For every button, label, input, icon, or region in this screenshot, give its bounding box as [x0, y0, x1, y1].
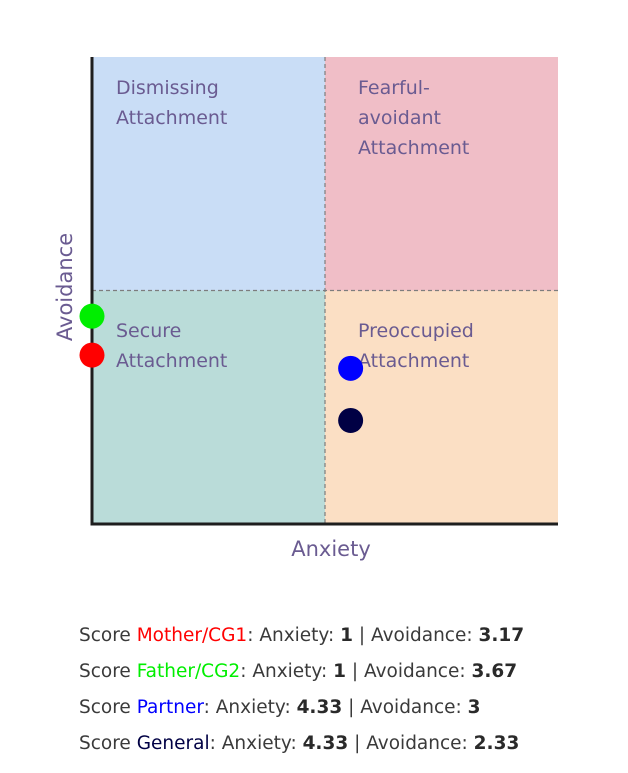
axes: [90, 57, 558, 526]
avoidance-value: 3.17: [478, 625, 525, 646]
anxiety-value: 4.33: [296, 697, 343, 718]
point-general: [338, 407, 364, 433]
quadrant-label-fearful: avoidant: [358, 107, 441, 129]
point-father-cg2: [79, 303, 105, 329]
score-prefix: Score: [79, 733, 137, 754]
point-partner: [338, 355, 364, 381]
anxiety-label: : Anxiety:: [247, 625, 341, 646]
quadrant-label-fearful: Fearful-: [358, 77, 430, 99]
anxiety-label: : Anxiety:: [209, 733, 303, 754]
score-line-mother: Score Mother/CG1: Anxiety: 1 | Avoidance…: [79, 618, 619, 654]
quadrant-fearful: [325, 57, 558, 291]
quadrant-label-fearful: Attachment: [358, 137, 469, 159]
score-summary: Score Mother/CG1: Anxiety: 1 | Avoidance…: [79, 618, 619, 762]
anxiety-label: : Anxiety:: [240, 661, 334, 682]
quadrant-label-dismissing: Dismissing: [116, 77, 219, 99]
quadrant-label-secure: Attachment: [116, 350, 227, 372]
avoidance-value: 2.33: [473, 733, 520, 754]
score-prefix: Score: [79, 697, 137, 718]
anxiety-value: 1: [340, 625, 354, 646]
avoidance-value: 3: [467, 697, 481, 718]
avoidance-label: | Avoidance:: [342, 697, 468, 718]
anxiety-label: : Anxiety:: [203, 697, 297, 718]
avoidance-label: | Avoidance:: [346, 661, 472, 682]
score-prefix: Score: [79, 661, 137, 682]
score-line-general: Score General: Anxiety: 4.33 | Avoidance…: [79, 726, 619, 762]
quadrant-preoccupied: [325, 290, 558, 524]
score-name-mother: Mother/CG1: [136, 625, 248, 646]
score-prefix: Score: [79, 625, 137, 646]
anxiety-value: 4.33: [302, 733, 349, 754]
quadrant-labels: Dismissing Attachment Fearful-avoidant Atta…: [116, 77, 474, 372]
quadrant-label-preoccupied: Preoccupied: [358, 320, 474, 342]
data-points: [79, 303, 364, 433]
quadrant-dismissing: [92, 57, 325, 291]
y-axis-label: Avoidance: [53, 233, 77, 341]
attachment-style-chart: Dismissing Attachment Fearful-avoidant Atta…: [53, 57, 558, 561]
x-axis-label: Anxiety: [291, 537, 371, 561]
score-name-father: Father/CG2: [136, 661, 241, 682]
score-name-partner: Partner: [136, 697, 204, 718]
avoidance-value: 3.67: [471, 661, 518, 682]
quadrant-label-secure: Secure: [116, 320, 181, 342]
avoidance-label: | Avoidance:: [353, 625, 479, 646]
quadrants: [92, 57, 558, 524]
quadrant-label-dismissing: Attachment: [116, 107, 227, 129]
score-line-father: Score Father/CG2: Anxiety: 1 | Avoidance…: [79, 654, 619, 690]
quadrant-secure: [92, 290, 325, 524]
anxiety-value: 1: [333, 661, 347, 682]
score-name-general: General: [136, 733, 210, 754]
quadrant-label-preoccupied: Attachment: [358, 350, 469, 372]
score-line-partner: Score Partner: Anxiety: 4.33 | Avoidance…: [79, 690, 619, 726]
point-mother-cg1: [79, 342, 105, 368]
avoidance-label: | Avoidance:: [348, 733, 474, 754]
